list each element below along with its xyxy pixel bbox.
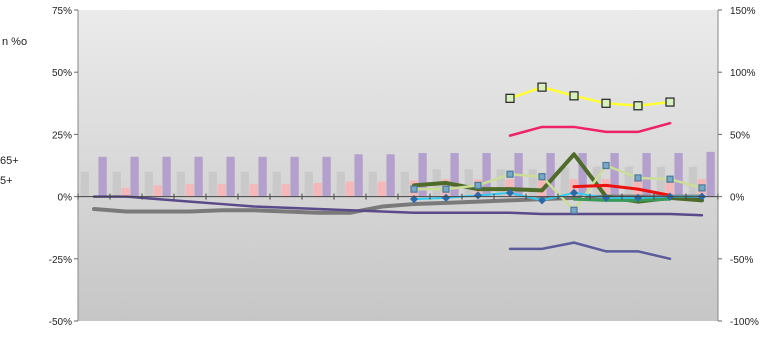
bar [642,153,651,197]
bar [258,156,267,197]
bar [464,169,473,197]
bar [336,171,345,197]
y-left-tick-label: 25% [52,130,72,141]
plot-area [78,10,718,321]
data-point-marker [473,191,483,200]
data-point-marker [474,181,482,189]
series-line [412,164,704,212]
data-point-marker [665,97,675,107]
data-point-marker [570,206,578,214]
y-left-tick-label: 0% [58,193,73,204]
bar [153,185,162,197]
series-line [508,85,672,108]
data-point-marker [442,185,450,193]
bar [272,171,281,197]
bar [706,151,715,197]
bar [450,153,459,197]
bar [418,153,427,197]
left-label-1: n %o [2,36,27,48]
lines-layer [92,85,704,261]
y-left-tick-label: -25% [49,255,72,266]
data-point-marker [410,185,418,193]
bar [240,171,249,197]
bar [226,156,235,197]
left-label-2: 65+ [0,155,19,167]
data-point-marker [537,82,547,92]
bar [322,156,331,197]
bar [176,171,185,197]
bar [144,171,153,197]
bar [368,171,377,197]
data-point-marker [698,184,706,192]
bar [674,153,683,197]
bar [162,156,171,197]
bar [217,184,226,197]
bar [345,181,354,197]
bar [185,184,194,197]
bar [377,181,386,197]
y-right-tick-label: -100% [730,317,759,328]
y-left-tick-label: 75% [52,6,72,17]
series-line [572,183,672,197]
y-left-tick-label: -50% [49,317,72,328]
y-right-tick-label: 150% [730,6,756,17]
y-right-tick-label: 100% [730,68,756,79]
bar [546,153,555,197]
data-point-marker [537,196,547,205]
bar [194,156,203,197]
bar [98,156,107,197]
data-point-marker [633,101,643,111]
bar [354,154,363,197]
series-line [508,241,672,261]
y-right-tick-label: 50% [730,130,750,141]
bar [249,184,258,197]
bar [578,153,587,197]
bar [482,153,491,197]
bar [560,166,569,197]
bar [610,153,619,197]
y-right-tick-label: -50% [730,255,753,266]
y-left-tick-label: 50% [52,68,72,79]
bar [290,156,299,197]
data-point-marker [602,161,610,170]
bar [688,166,697,197]
data-point-marker [409,195,419,204]
y-right-tick-label: 0% [730,193,745,204]
data-point-marker [601,98,611,108]
series-line [572,197,672,202]
data-point-marker [505,93,515,103]
data-point-marker [634,174,642,182]
series-line [92,195,704,217]
bar [601,179,610,197]
bar [313,182,322,197]
bar [400,171,409,197]
data-point-marker [506,170,514,178]
bar [130,156,139,197]
bar [304,171,313,197]
markers-layer [409,82,707,214]
bar [624,166,633,197]
bar [656,166,665,197]
bar [208,171,217,197]
bar [496,169,505,197]
bar [80,171,89,197]
bar [112,171,121,197]
bar [665,179,674,197]
data-point-marker [538,173,546,181]
bar [528,169,537,197]
data-point-marker [569,91,579,101]
left-label-3: 5+ [0,175,13,187]
data-point-marker [666,175,674,183]
series-line [508,121,672,137]
axes-layer: -50% -25% 0% 25% 50% 75% -100% -50% 0% 50% 100% 150… [49,6,759,328]
bar [121,187,130,197]
bar [386,154,395,197]
bar [281,184,290,197]
